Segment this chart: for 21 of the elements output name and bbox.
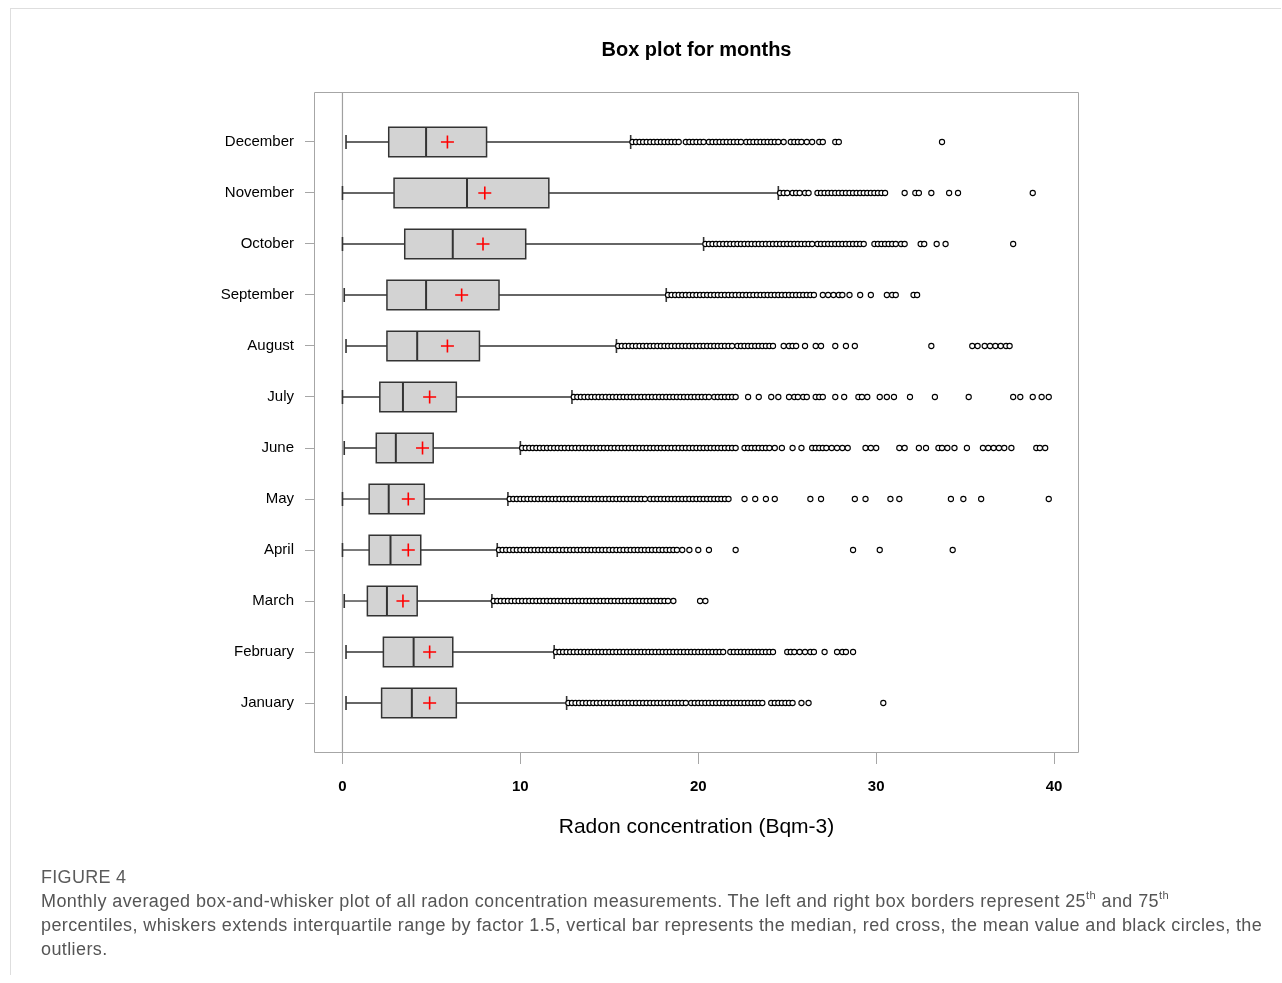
y-tick-label: January — [240, 693, 295, 711]
x-tick-label: 40 — [1045, 777, 1063, 795]
y-tick-label: May — [265, 489, 295, 507]
y-tick-label: December — [224, 132, 294, 150]
y-tick-label: August — [247, 336, 295, 354]
y-tick-label: April — [263, 540, 294, 558]
y-tick-label: July — [267, 387, 295, 405]
y-tick-label: June — [261, 438, 294, 456]
y-tick-label: February — [233, 642, 295, 660]
x-tick-label: 20 — [689, 777, 707, 795]
caption: FIGURE 4 — [41, 866, 128, 889]
y-tick-label: September — [220, 285, 294, 303]
x-tick-label: 10 — [512, 777, 529, 795]
x-axis-title: Radon concentration (Bqm-3) — [558, 813, 835, 837]
y-tick-label: November — [224, 183, 294, 201]
x-tick-label: 0 — [338, 777, 347, 795]
y-tick-label: October — [240, 234, 294, 252]
chart-title: Box plot for months — [601, 37, 792, 60]
y-tick-label: March — [252, 591, 294, 609]
x-tick-label: 30 — [867, 777, 885, 795]
text: Monthly averaged box-and-whisker plot of all radon concentration measurements. The left and right box borders represent 25$^{th}$ and 75$^{th}$ percentiles, whiskers extends interquartile range by factor 1.5, vertical bar represents the median, red cross, the mean value and black circles, the outliers. — [41, 888, 1263, 959]
